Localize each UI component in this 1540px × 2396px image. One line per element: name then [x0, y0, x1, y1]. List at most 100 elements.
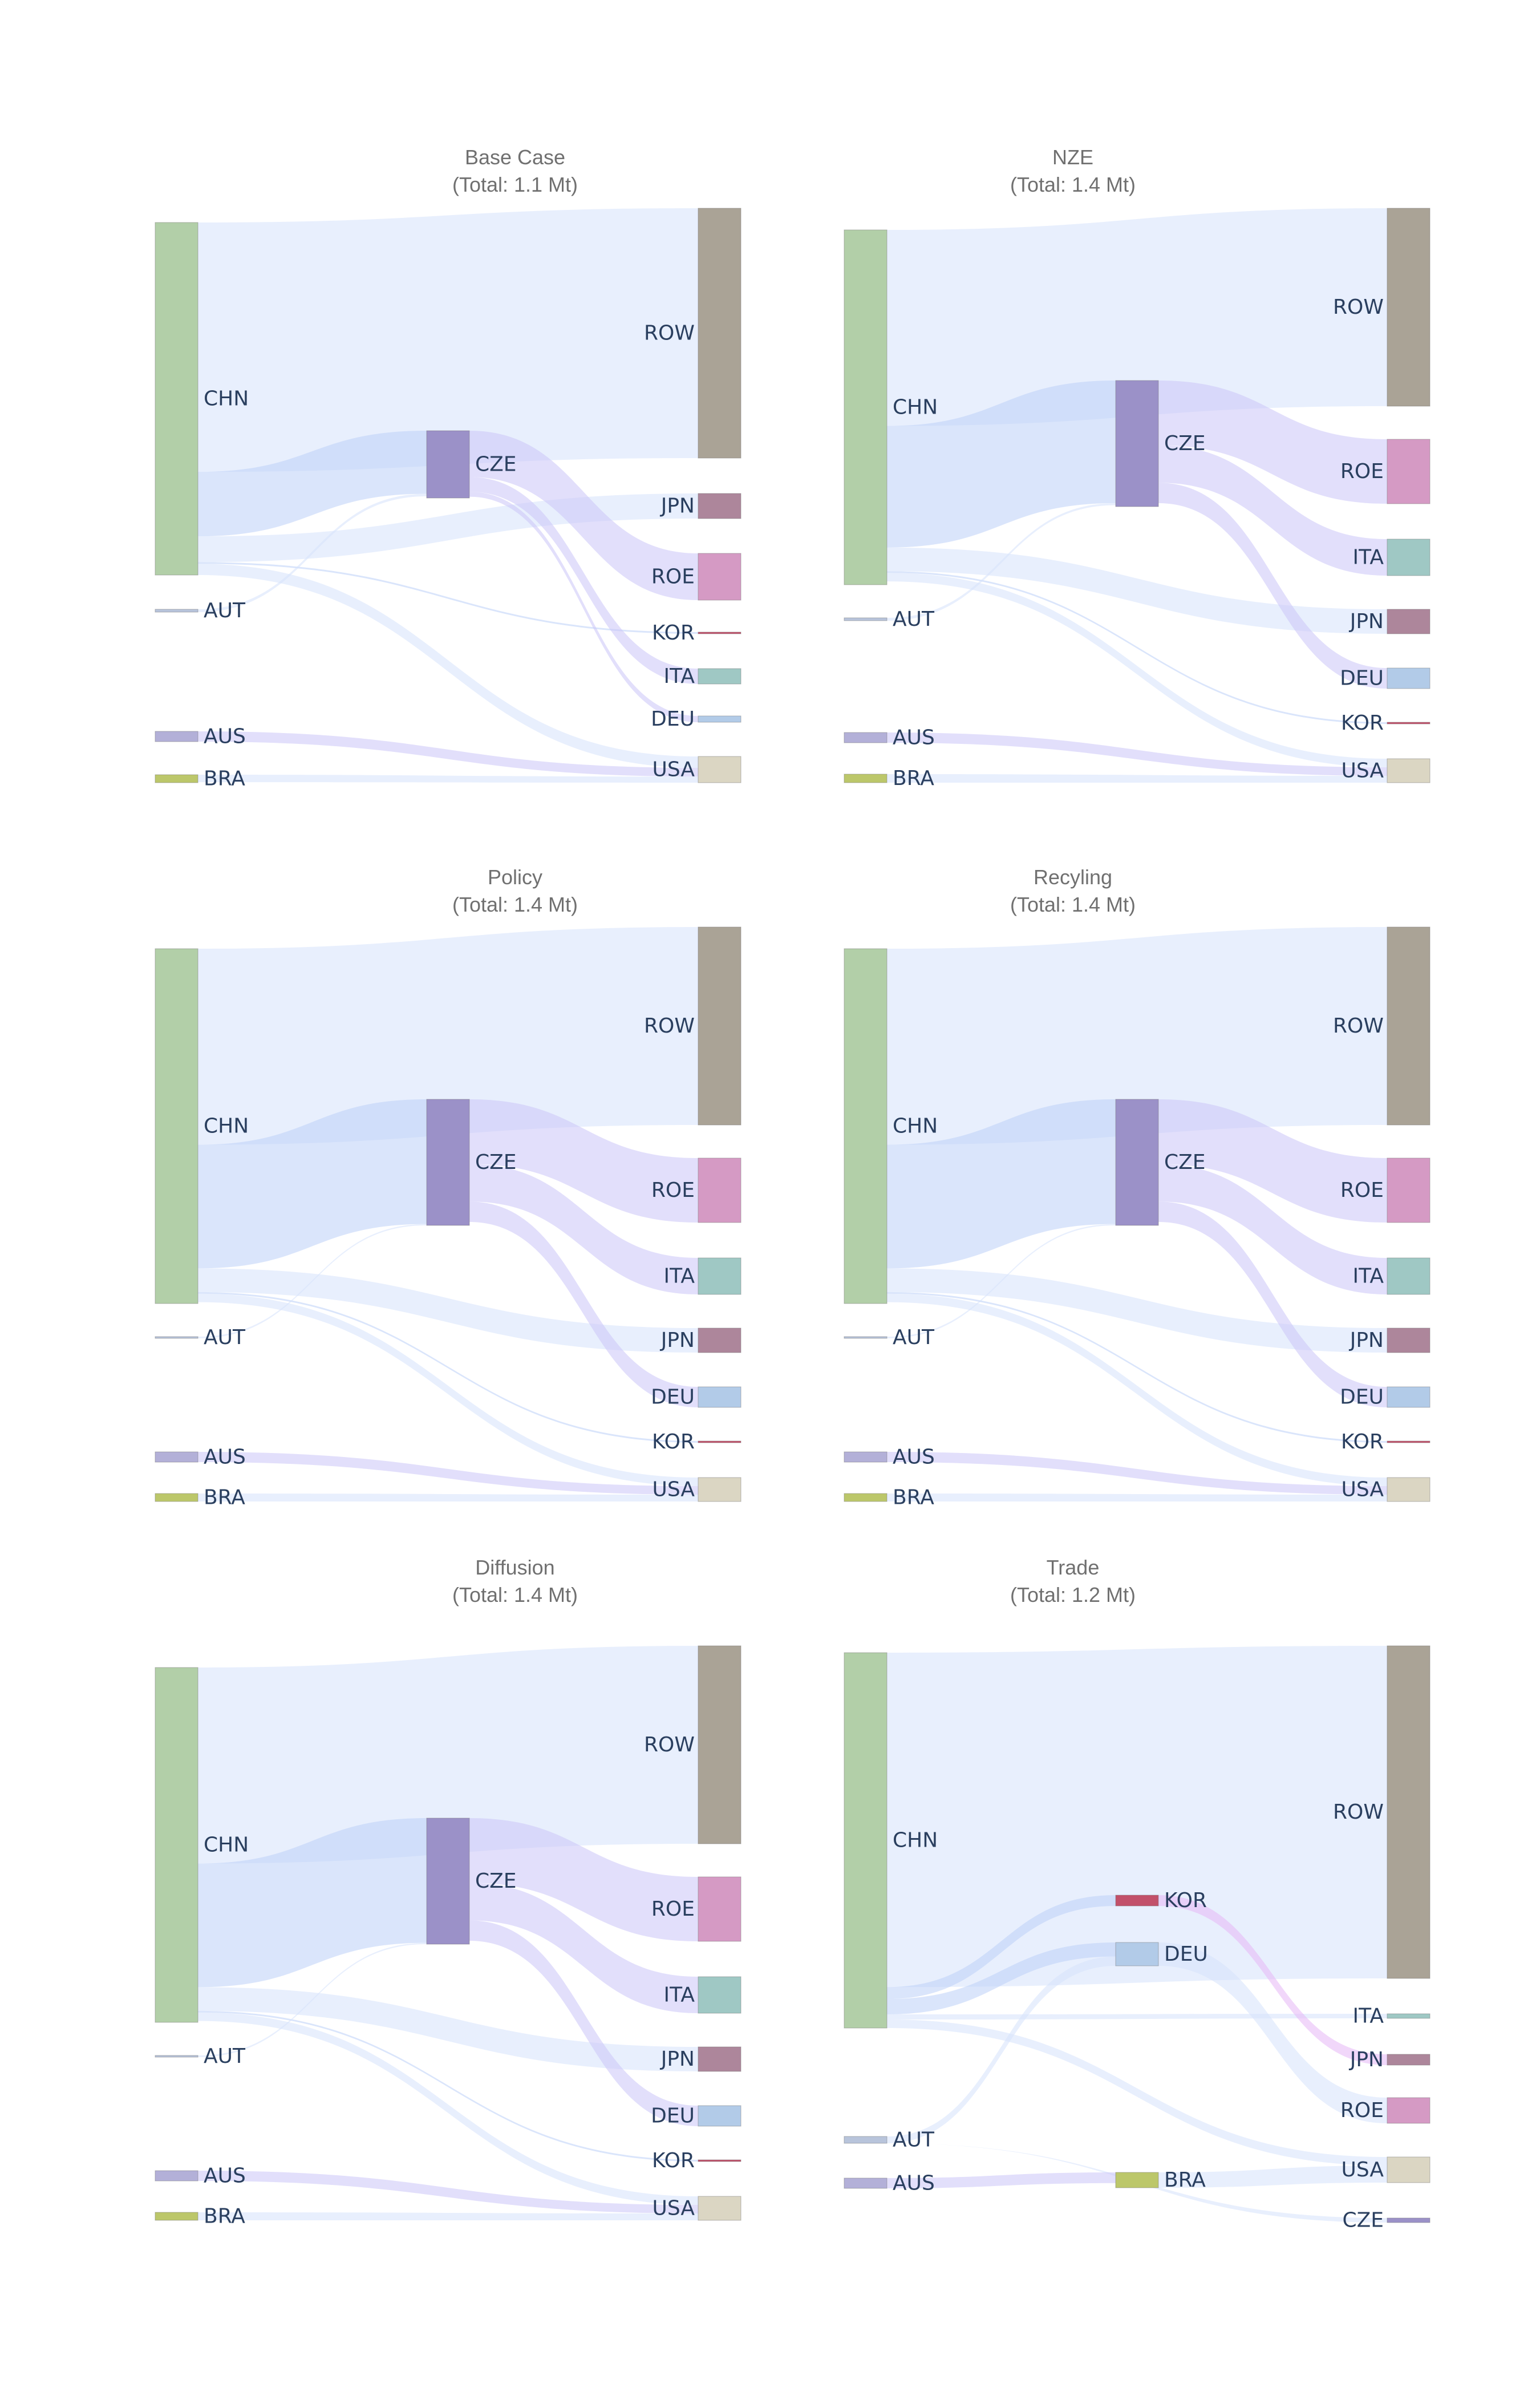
link-aut-to-cze[interactable]	[887, 503, 1116, 621]
node-row[interactable]	[698, 926, 741, 1126]
link-bra-to-usa[interactable]	[198, 1494, 698, 1501]
node-aus[interactable]	[155, 2170, 198, 2182]
node-usa[interactable]	[1387, 1477, 1430, 1502]
node-chn[interactable]	[155, 948, 198, 1304]
node-ita[interactable]	[698, 1976, 741, 2014]
node-cze[interactable]	[1115, 380, 1159, 507]
node-aut[interactable]	[155, 1336, 198, 1339]
node-aus[interactable]	[155, 731, 198, 742]
link-cze-to-deu[interactable]	[1158, 483, 1387, 689]
link-bra-to-usa[interactable]	[1158, 2166, 1387, 2188]
node-cze[interactable]	[1115, 1099, 1159, 1226]
node-chn[interactable]	[155, 1667, 198, 2023]
link-chn-to-row[interactable]	[887, 1646, 1387, 1988]
node-usa[interactable]	[698, 2196, 741, 2221]
link-chn-to-usa[interactable]	[887, 573, 1387, 767]
link-aut-to-deu[interactable]	[887, 1956, 1116, 2143]
link-chn-to-usa[interactable]	[198, 1293, 698, 1486]
link-cze-to-ita[interactable]	[1158, 445, 1387, 576]
link-aut-to-cze[interactable]	[198, 1224, 427, 1338]
link-chn-to-ita[interactable]	[887, 2014, 1387, 2020]
link-bra-to-usa[interactable]	[887, 774, 1387, 783]
node-aut[interactable]	[844, 617, 887, 621]
node-cze[interactable]	[1387, 2217, 1430, 2223]
link-bra-to-usa[interactable]	[887, 1494, 1387, 1501]
node-jpn[interactable]	[1387, 609, 1430, 634]
node-aut[interactable]	[155, 2055, 198, 2058]
node-kor[interactable]	[1115, 1895, 1159, 1907]
link-chn-to-deu[interactable]	[887, 1942, 1116, 2015]
link-chn-to-row[interactable]	[887, 208, 1387, 426]
node-chn[interactable]	[844, 948, 887, 1304]
link-aus-to-usa[interactable]	[198, 731, 698, 777]
node-jpn[interactable]	[698, 2046, 741, 2072]
node-deu[interactable]	[1115, 1942, 1159, 1966]
node-roe[interactable]	[698, 553, 741, 601]
link-aus-to-usa[interactable]	[198, 1452, 698, 1495]
link-aus-to-usa[interactable]	[887, 732, 1387, 776]
node-aut[interactable]	[844, 2136, 887, 2144]
link-chn-to-row[interactable]	[198, 927, 698, 1145]
node-roe[interactable]	[698, 1876, 741, 1942]
link-chn-to-row[interactable]	[198, 208, 698, 472]
link-cze-to-roe[interactable]	[469, 1099, 698, 1223]
link-aus-to-bra[interactable]	[887, 2172, 1116, 2188]
link-chn-to-usa[interactable]	[887, 2019, 1387, 2166]
node-bra[interactable]	[844, 1493, 887, 1502]
link-cze-to-ita[interactable]	[469, 1164, 698, 1294]
node-jpn[interactable]	[698, 1327, 741, 1353]
node-kor[interactable]	[1387, 722, 1430, 725]
link-chn-to-usa[interactable]	[887, 1293, 1387, 1486]
link-chn-to-kor[interactable]	[887, 1292, 1387, 1443]
node-aut[interactable]	[844, 1336, 887, 1339]
node-chn[interactable]	[155, 222, 198, 576]
link-chn-to-row[interactable]	[198, 1646, 698, 1864]
link-aut-to-cze[interactable]	[887, 1224, 1116, 1338]
link-kor-to-jpn[interactable]	[1158, 1895, 1387, 2065]
link-cze-to-deu[interactable]	[469, 491, 698, 722]
link-cze-to-deu[interactable]	[1158, 1201, 1387, 1407]
link-cze-to-ita[interactable]	[469, 1883, 698, 2013]
node-row[interactable]	[1387, 208, 1430, 407]
link-chn-to-jpn[interactable]	[887, 1268, 1387, 1353]
node-kor[interactable]	[698, 632, 741, 634]
node-usa[interactable]	[698, 1477, 741, 1502]
node-cze[interactable]	[426, 1818, 470, 1945]
node-roe[interactable]	[1387, 439, 1430, 504]
link-chn-to-jpn[interactable]	[198, 1268, 698, 1353]
link-chn-to-usa[interactable]	[198, 564, 698, 768]
node-kor[interactable]	[698, 2159, 741, 2162]
node-deu[interactable]	[698, 715, 741, 723]
node-aus[interactable]	[155, 1451, 198, 1463]
node-ita[interactable]	[698, 668, 741, 685]
node-jpn[interactable]	[698, 493, 741, 519]
link-cze-to-roe[interactable]	[469, 1818, 698, 1941]
node-usa[interactable]	[698, 756, 741, 783]
node-row[interactable]	[698, 1645, 741, 1844]
link-chn-to-kor[interactable]	[198, 1292, 698, 1443]
node-usa[interactable]	[1387, 758, 1430, 783]
link-cze-to-roe[interactable]	[1158, 1099, 1387, 1223]
link-bra-to-usa[interactable]	[198, 2212, 698, 2220]
node-row[interactable]	[1387, 1645, 1430, 1979]
link-chn-to-jpn[interactable]	[887, 547, 1387, 634]
node-row[interactable]	[1387, 926, 1430, 1126]
link-aut-to-cze[interactable]	[198, 493, 427, 612]
node-usa[interactable]	[1387, 2156, 1430, 2183]
node-ita[interactable]	[1387, 539, 1430, 576]
node-deu[interactable]	[698, 2105, 741, 2127]
link-cze-to-deu[interactable]	[469, 1920, 698, 2126]
node-cze[interactable]	[426, 1099, 470, 1226]
link-chn-to-jpn[interactable]	[198, 1987, 698, 2071]
link-cze-to-ita[interactable]	[1158, 1164, 1387, 1294]
node-row[interactable]	[698, 208, 741, 459]
link-chn-to-kor[interactable]	[198, 562, 698, 634]
node-aus[interactable]	[844, 1451, 887, 1463]
link-chn-to-cze[interactable]	[198, 1099, 427, 1269]
node-jpn[interactable]	[1387, 1327, 1430, 1353]
node-jpn[interactable]	[1387, 2054, 1430, 2066]
node-aus[interactable]	[844, 2178, 887, 2189]
node-deu[interactable]	[698, 1386, 741, 1408]
link-chn-to-cze[interactable]	[198, 1818, 427, 1988]
node-roe[interactable]	[1387, 2097, 1430, 2124]
